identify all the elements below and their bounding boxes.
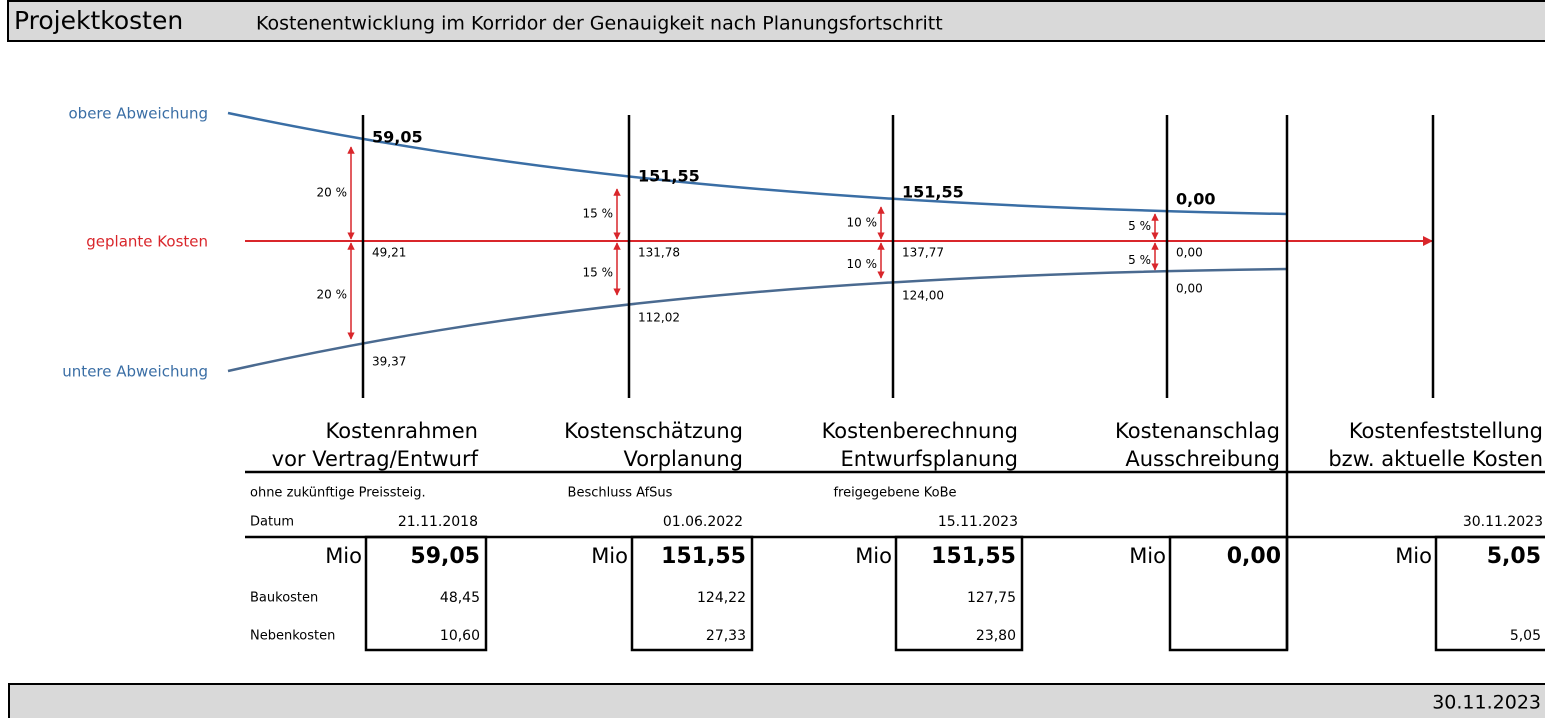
- phase-title: Kostenanschlag: [1115, 419, 1280, 443]
- legend-lower: untere Abweichung: [62, 363, 208, 381]
- note: freigegebene KoBe: [833, 486, 956, 501]
- total: 5,05: [1487, 544, 1541, 569]
- planned-value: 137,77: [902, 246, 944, 260]
- lower-curve: [227, 267, 1288, 373]
- unit: Mio: [1395, 544, 1432, 568]
- phase-title: Kostenberechnung: [822, 419, 1018, 443]
- additional: 27,33: [706, 628, 746, 644]
- value-box: [894, 535, 1024, 652]
- construction: 48,45: [440, 590, 480, 606]
- value-box: [630, 535, 754, 652]
- value-box: [1168, 535, 1289, 652]
- unit: Mio: [1129, 544, 1166, 568]
- phase-subtitle: vor Vertrag/Entwurf: [272, 447, 479, 471]
- legend-planned: geplante Kosten: [86, 233, 208, 251]
- planned-value: 0,00: [1176, 246, 1203, 260]
- row-label: Datum: [250, 515, 294, 530]
- date: 01.06.2022: [663, 514, 743, 530]
- pct-down: 15 %: [583, 266, 614, 280]
- unit: Mio: [591, 544, 628, 568]
- upper-value: 59,05: [372, 128, 423, 147]
- row-label: Baukosten: [250, 591, 318, 606]
- phase-title: Kostenschätzung: [564, 419, 743, 443]
- footer-date: 30.11.2023: [1432, 692, 1541, 714]
- additional: 23,80: [976, 628, 1016, 644]
- pct-up: 10 %: [847, 216, 878, 230]
- additional: 5,05: [1510, 628, 1541, 644]
- date: 21.11.2018: [398, 514, 478, 530]
- phase-title: Kostenrahmen: [326, 419, 478, 443]
- upper-value: 0,00: [1176, 190, 1215, 209]
- planned-value: 131,78: [638, 246, 680, 260]
- phase-subtitle: Vorplanung: [623, 447, 743, 471]
- unit: Mio: [855, 544, 892, 568]
- total: 0,00: [1227, 544, 1281, 569]
- phase-subtitle: Entwurfsplanung: [840, 447, 1018, 471]
- date: 15.11.2023: [938, 514, 1018, 530]
- lower-value: 0,00: [1176, 282, 1203, 296]
- total: 151,55: [661, 544, 746, 569]
- upper-value: 151,55: [638, 167, 700, 186]
- header-bar: [7, 0, 1545, 42]
- value-box: [1434, 535, 1545, 652]
- total: 59,05: [410, 544, 480, 569]
- upper-value: 151,55: [902, 183, 964, 202]
- phase-subtitle: bzw. aktuelle Kosten: [1328, 447, 1543, 471]
- legend-upper: obere Abweichung: [69, 105, 209, 123]
- phase-subtitle: Ausschreibung: [1125, 447, 1280, 471]
- pct-down: 10 %: [847, 257, 878, 271]
- footer-bar: [8, 683, 1545, 718]
- pct-up: 20 %: [317, 186, 348, 200]
- pct-up: 15 %: [583, 207, 614, 221]
- pct-down: 20 %: [317, 288, 348, 302]
- pct-up: 5 %: [1128, 219, 1151, 233]
- construction: 127,75: [967, 590, 1016, 606]
- construction: 124,22: [697, 590, 746, 606]
- lower-value: 39,37: [372, 355, 406, 369]
- header-title: Projektkosten: [14, 6, 183, 35]
- value-box: [364, 535, 488, 652]
- row-label: Nebenkosten: [250, 629, 335, 644]
- note: Beschluss AfSus: [568, 486, 673, 501]
- lower-value: 124,00: [902, 289, 944, 303]
- pct-down: 5 %: [1128, 253, 1151, 267]
- lower-value: 112,02: [638, 311, 680, 325]
- upper-curve: [227, 111, 1288, 216]
- note: ohne zukünftige Preissteig.: [250, 486, 426, 501]
- unit: Mio: [325, 544, 362, 568]
- additional: 10,60: [440, 628, 480, 644]
- planned-value: 49,21: [372, 246, 406, 260]
- total: 151,55: [931, 544, 1016, 569]
- phase-title: Kostenfeststellung: [1349, 419, 1543, 443]
- header-subtitle: Kostenentwicklung im Korridor der Genaui…: [256, 13, 943, 35]
- date: 30.11.2023: [1463, 514, 1543, 530]
